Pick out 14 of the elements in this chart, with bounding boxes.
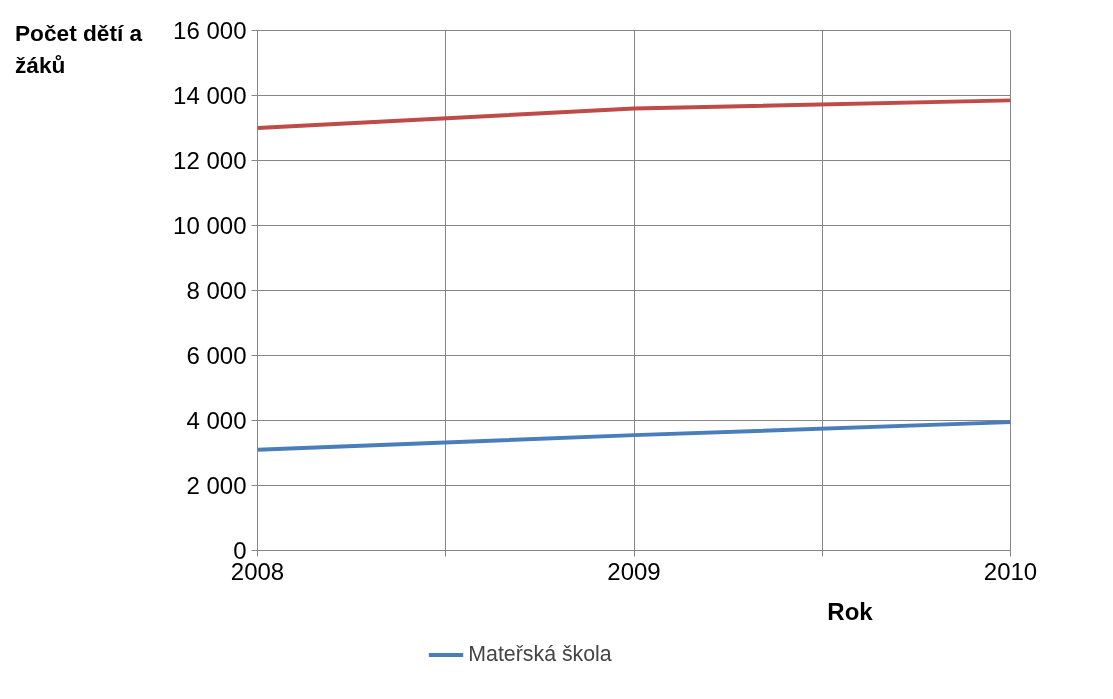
x-axis-title: Rok <box>827 597 873 627</box>
y-tick-label: 14 000 <box>173 82 247 109</box>
y-tick-label: 8 000 <box>186 277 247 304</box>
y-tick-label: 4 000 <box>186 407 247 434</box>
y-tick-label: 2 000 <box>186 472 247 499</box>
y-tick-label: 6 000 <box>186 342 247 369</box>
y-tick-label: 12 000 <box>173 147 247 174</box>
x-tick-label: 2009 <box>607 557 661 585</box>
x-tick-label: 2010 <box>983 557 1038 585</box>
legend-label: Mateřská škola <box>468 641 612 667</box>
y-axis-title: Počet dětí a žáků <box>15 19 144 81</box>
y-tick-label: 10 000 <box>173 212 247 239</box>
y-tick-label: 0 <box>233 537 247 564</box>
y-tick-label: 16 000 <box>173 17 247 44</box>
